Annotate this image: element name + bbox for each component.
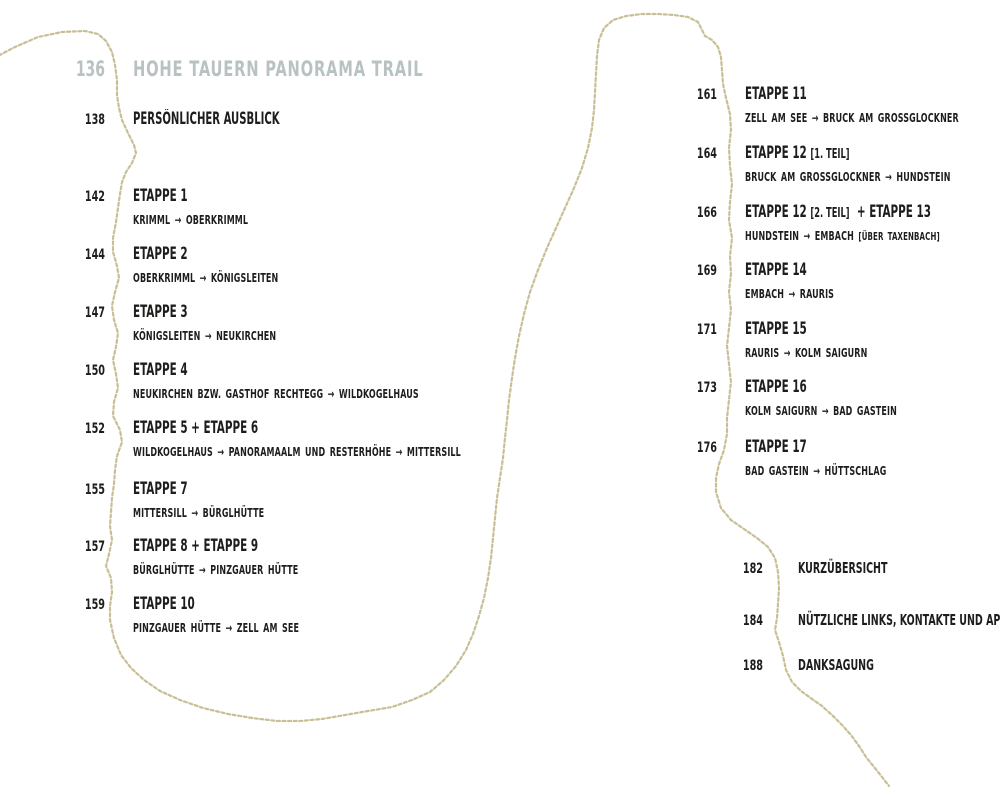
page-number: 159 — [84, 597, 105, 613]
page-number: 188 — [742, 658, 763, 674]
page-number: 155 — [84, 482, 105, 498]
title-suffix: + ETAPPE 13 — [856, 202, 931, 222]
page-number: 138 — [84, 112, 105, 128]
entry-title: ETAPPE 15 — [745, 319, 807, 339]
entry-route: NEUKIRCHEN BZW. GASTHOF RECHTEGG → WILDK… — [133, 387, 419, 401]
entry-route: ZELL AM SEE → BRUCK AM GROSSGLOCKNER — [745, 111, 959, 125]
entry-title: ETAPPE 12 [2. TEIL] + ETAPPE 13 — [745, 202, 931, 222]
entry-title: DANKSAGUNG — [798, 656, 874, 674]
chapter-header: 136 HOHE TAUERN PANORAMA TRAIL — [0, 57, 505, 81]
entry-title: ETAPPE 8 + ETAPPE 9 — [133, 536, 259, 556]
toc-entry: 147 ETAPPE 3 KÖNIGSLEITEN → NEUKIRCHEN — [0, 302, 327, 343]
entry-title: ETAPPE 3 — [133, 302, 188, 322]
entry-route: BÜRGLHÜTTE → PINZGAUER HÜTTE — [133, 563, 299, 577]
toc-entry: 142 ETAPPE 1 KRIMML → OBERKRIMML — [0, 186, 289, 227]
entry-route: KRIMML → OBERKRIMML — [133, 213, 249, 227]
entry-route: EMBACH → RAURIS — [745, 287, 835, 301]
entry-title: ETAPPE 5 + ETAPPE 6 — [133, 418, 259, 438]
page-number: 164 — [696, 146, 717, 162]
toc-entry: 184 NÜTZLICHE LINKS, KONTAKTE UND APPS — [658, 611, 1000, 629]
title-bracket: [2. TEIL] — [810, 205, 850, 221]
toc-entry: 166 ETAPPE 12 [2. TEIL] + ETAPPE 13 HUND… — [612, 204, 1000, 243]
entry-title: ETAPPE 2 — [133, 244, 188, 264]
route-bracket: [ÜBER TAXENBACH] — [858, 231, 940, 243]
entry-title: PERSÖNLICHER AUSBLICK — [133, 109, 280, 128]
toc-entry: 173 ETAPPE 16 KOLM SAIGURN → BAD GASTEIN — [612, 377, 950, 418]
entry-route: BAD GASTEIN → HÜTTSCHLAG — [745, 464, 887, 478]
entry-title: ETAPPE 17 — [745, 437, 807, 457]
entry-route: MITTERSILL → BÜRGLHÜTTE — [133, 506, 265, 520]
page-number: 147 — [84, 305, 105, 321]
toc-entry: 176 ETAPPE 17 BAD GASTEIN → HÜTTSCHLAG — [612, 437, 936, 478]
toc-entry: 144 ETAPPE 2 OBERKRIMML → KÖNIGSLEITEN — [0, 244, 329, 285]
entry-route: OBERKRIMML → KÖNIGSLEITEN — [133, 271, 279, 285]
entry-route: KOLM SAIGURN → BAD GASTEIN — [745, 404, 897, 418]
page-number: 182 — [742, 561, 763, 577]
page-number: 136 — [75, 57, 105, 81]
entry-route: WILDKOGELHAUS → PANORAMAALM UND RESTERHÖ… — [133, 445, 461, 459]
toc-entry: 164 ETAPPE 12 [1. TEIL] BRUCK AM GROSSGL… — [612, 143, 1000, 184]
entry-title: KURZÜBERSICHT — [798, 559, 888, 577]
entry-title: ETAPPE 12 [1. TEIL] — [745, 143, 850, 163]
toc-entry: 161 ETAPPE 11 ZELL AM SEE → BRUCK AM GRO… — [612, 84, 1000, 125]
page-number: 150 — [84, 363, 105, 379]
page-number: 173 — [696, 380, 717, 396]
page-title: HOHE TAUERN PANORAMA TRAIL — [133, 57, 424, 81]
toc-entry: 188 DANKSAGUNG — [658, 656, 910, 674]
page-number: 176 — [696, 440, 717, 456]
title-bracket: [1. TEIL] — [810, 146, 850, 162]
entry-title: ETAPPE 11 — [745, 84, 807, 104]
toc-entry: 182 KURZÜBERSICHT — [658, 559, 930, 577]
toc-entry: 169 ETAPPE 14 EMBACH → RAURIS — [612, 260, 865, 301]
toc-entry: 150 ETAPPE 4 NEUKIRCHEN BZW. GASTHOF REC… — [0, 360, 519, 401]
toc-entry: 159 ETAPPE 10 PINZGAUER HÜTTE → ZELL AM … — [0, 594, 358, 635]
entry-route: BRUCK AM GROSSGLOCKNER → HUNDSTEIN — [745, 170, 951, 184]
page-number: 171 — [696, 322, 717, 338]
entry-route: PINZGAUER HÜTTE → ZELL AM SEE — [133, 621, 300, 635]
toc-entry: 155 ETAPPE 7 MITTERSILL → BÜRGLHÜTTE — [0, 479, 310, 520]
page-number: 161 — [696, 87, 717, 103]
toc-entry: 157 ETAPPE 8 + ETAPPE 9 BÜRGLHÜTTE → PIN… — [0, 536, 356, 577]
toc-entry: 171 ETAPPE 15 RAURIS → KOLM SAIGURN — [612, 319, 910, 360]
page-number: 157 — [84, 539, 105, 555]
page-number: 184 — [742, 613, 763, 629]
page-number: 169 — [696, 263, 717, 279]
page-number: 166 — [696, 205, 717, 221]
page-number: 142 — [84, 189, 105, 205]
entry-title: ETAPPE 4 — [133, 360, 188, 380]
entry-route: RAURIS → KOLM SAIGURN — [745, 346, 868, 360]
entry-title: ETAPPE 16 — [745, 377, 807, 397]
entry-title: ETAPPE 7 — [133, 479, 188, 499]
entry-route: KÖNIGSLEITEN → NEUKIRCHEN — [133, 329, 277, 343]
page-number: 144 — [84, 247, 105, 263]
toc-entry: 152 ETAPPE 5 + ETAPPE 6 WILDKOGELHAUS → … — [0, 418, 576, 459]
toc-entry: 138 PERSÖNLICHER AUSBLICK — [0, 109, 349, 128]
entry-title: ETAPPE 1 — [133, 186, 188, 206]
entry-title: ETAPPE 10 — [133, 594, 195, 614]
entry-title: ETAPPE 14 — [745, 260, 807, 280]
entry-title: NÜTZLICHE LINKS, KONTAKTE UND APPS — [798, 611, 1000, 629]
page-number: 152 — [84, 421, 105, 437]
entry-route: HUNDSTEIN → EMBACH [ÜBER TAXENBACH] — [745, 229, 940, 243]
